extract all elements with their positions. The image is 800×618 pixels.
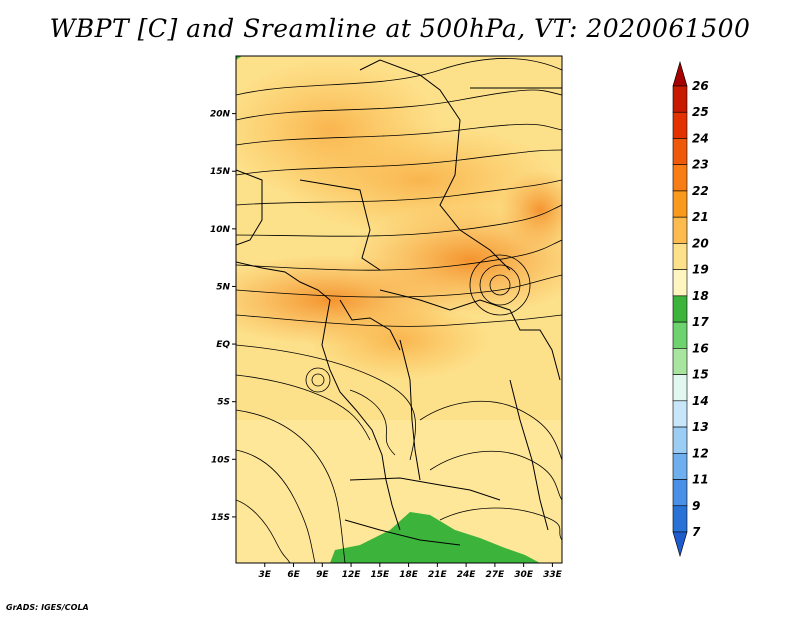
colorbar-label: 22 xyxy=(692,184,709,198)
lon-tick-label: 27E xyxy=(486,570,506,580)
lat-tick-label: 10N xyxy=(210,225,231,235)
credit-text: GrADS: IGES/COLA xyxy=(6,603,89,612)
latitude-axis: 20N 15N 10N 5N EQ 5S 10S 15S xyxy=(210,110,236,523)
lon-tick-label: 15E xyxy=(370,570,390,580)
colorbar-label: 17 xyxy=(692,315,709,329)
lat-tick-label: 20N xyxy=(210,110,231,120)
lon-tick-label: 6E xyxy=(287,570,300,580)
lon-tick-label: 33E xyxy=(543,570,563,580)
colorbar-label: 9 xyxy=(692,499,700,513)
colorbar-label: 12 xyxy=(692,446,709,460)
colorbar-segment xyxy=(672,400,688,428)
colorbar-label: 16 xyxy=(692,341,709,355)
lon-tick-label: 9E xyxy=(316,570,329,580)
streamlines xyxy=(236,58,562,563)
lon-tick-label: 30E xyxy=(514,570,534,580)
colorbar-top-arrow xyxy=(672,60,688,87)
colorbar-label: 20 xyxy=(692,236,709,250)
colorbar-bottom-arrow xyxy=(672,531,688,558)
colorbar-segment xyxy=(672,111,688,139)
colorbar-segment xyxy=(672,348,688,375)
colorbar-label: 19 xyxy=(692,263,709,277)
wbpt-field xyxy=(236,56,562,563)
colorbar-segment xyxy=(672,452,688,480)
colorbar-label: 18 xyxy=(692,289,709,303)
lon-tick-label: 12E xyxy=(342,570,362,580)
colorbar-segment xyxy=(672,190,688,218)
lat-tick-label: 5S xyxy=(217,398,230,408)
colorbar: 26 25 24 23 22 21 20 19 18 17 16 15 14 13 12 11 9 7 xyxy=(672,60,709,558)
colorbar-segment xyxy=(672,321,688,349)
colorbar-segment xyxy=(672,426,688,454)
chart-title: WBPT [C] and Sreamline at 500hPa, VT: 20… xyxy=(49,14,751,43)
lon-tick-label: 21E xyxy=(428,570,448,580)
colorbar-segment xyxy=(672,216,688,244)
colorbar-segment xyxy=(672,295,688,323)
lat-tick-label: 15N xyxy=(210,167,231,177)
lat-tick-label: 15S xyxy=(211,513,230,523)
map-frame xyxy=(235,55,563,564)
longitude-axis: 3E 6E 9E 12E 15E 18E 21E 24E 27E 30E 33E xyxy=(259,563,563,580)
colorbar-segment xyxy=(672,85,688,113)
colorbar-label: 24 xyxy=(692,131,709,145)
colorbar-segment xyxy=(672,374,688,402)
colorbar-segment xyxy=(672,164,688,192)
colorbar-segment xyxy=(672,243,688,270)
lon-tick-label: 18E xyxy=(399,570,419,580)
lat-tick-label: 10S xyxy=(211,455,230,465)
colorbar-segment xyxy=(672,269,688,297)
colorbar-label: 7 xyxy=(692,525,701,539)
colorbar-label: 13 xyxy=(692,420,709,434)
colorbar-label: 23 xyxy=(692,158,709,172)
lon-tick-label: 3E xyxy=(259,570,272,580)
colorbar-label: 21 xyxy=(692,210,709,224)
colorbar-label: 26 xyxy=(692,79,709,93)
colorbar-segment xyxy=(672,505,688,533)
borders xyxy=(236,59,562,546)
colorbar-label: 25 xyxy=(692,105,709,119)
colorbar-segment xyxy=(672,479,688,507)
lat-tick-label: EQ xyxy=(216,340,230,350)
colorbar-label: 11 xyxy=(692,473,709,487)
lat-tick-label: 5N xyxy=(216,282,230,292)
colorbar-segment xyxy=(672,138,688,166)
colorbar-label: 15 xyxy=(692,368,709,382)
lon-tick-label: 24E xyxy=(457,570,477,580)
colorbar-label: 14 xyxy=(692,394,709,408)
